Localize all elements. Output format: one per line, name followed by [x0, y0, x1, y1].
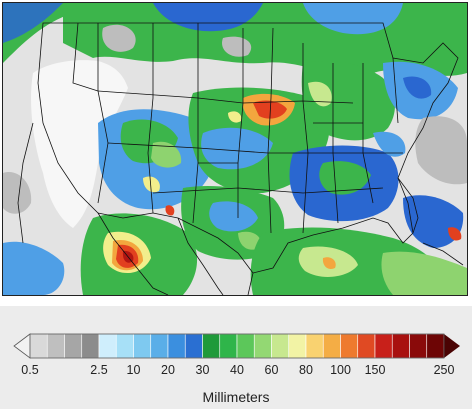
colorbar-bin	[133, 333, 152, 359]
state-borders	[37, 22, 459, 274]
bahamas-red	[448, 227, 462, 241]
great-lakes-precip	[301, 61, 395, 141]
colorbar-bin	[202, 333, 221, 359]
precipitation-map-svg	[3, 3, 467, 295]
colorbar-bin	[357, 333, 376, 359]
southeast-green	[319, 161, 371, 195]
legend-panel: 0.5 2.5 10 20 30 40 60 80 100 150 250 Millimeters	[0, 306, 472, 409]
colorbar-bin	[374, 333, 393, 359]
colorbar-bin	[167, 333, 186, 359]
midwest-yellow	[228, 111, 242, 123]
colorbar-bin	[271, 333, 290, 359]
colorbar-tick-label: 100	[330, 363, 351, 377]
colorbar-tick-label: 60	[264, 363, 279, 377]
colorbar-under-arrow	[13, 333, 31, 359]
colorbar-tick-label: 10	[126, 363, 141, 377]
colorbar-bin	[340, 333, 359, 359]
colorbar-tick-label: 30	[195, 363, 210, 377]
pacific-precip-blue	[3, 3, 63, 43]
us-outline	[37, 22, 459, 274]
atlantic-gray	[415, 116, 467, 185]
northeast-deep	[403, 76, 432, 99]
colorbar-bin	[219, 333, 238, 359]
colorbar-bin	[391, 333, 410, 359]
canada-gray-patches-2	[222, 36, 252, 57]
gulf-orange-spot	[322, 257, 336, 269]
colorbar-over-arrow	[444, 334, 460, 358]
colorbar-bin	[29, 333, 48, 359]
colorbar-frame	[29, 333, 445, 359]
mid-atlantic-blue	[373, 131, 406, 157]
colorbar-tick-label: 150	[364, 363, 386, 377]
precipitation-map	[2, 2, 468, 296]
colorbar-tick-label: 40	[230, 363, 244, 377]
colorbar-bin	[150, 333, 169, 359]
colorbar-bin	[81, 333, 100, 359]
colorbar-tick-label: 80	[299, 363, 313, 377]
colorbar-bin	[409, 333, 428, 359]
great-lakes-light	[308, 81, 332, 107]
rockies-red-spot	[165, 205, 175, 216]
units-label: Millimeters	[202, 389, 270, 405]
colorbar-bin	[305, 333, 324, 359]
plains-blue	[201, 127, 273, 170]
colorbar-bin	[98, 333, 117, 359]
texas-blue	[209, 201, 258, 232]
colorbar-bin	[46, 333, 65, 359]
coastlines	[17, 122, 464, 295]
colorbar-bin	[184, 333, 203, 359]
texas-light-green	[238, 231, 262, 250]
western-dry-area	[31, 60, 128, 229]
caribbean-green	[381, 251, 467, 295]
colorbar-bin	[253, 333, 272, 359]
colorbar-bin	[288, 333, 307, 359]
four-corners-yellow	[143, 176, 160, 193]
colorbar-bin	[426, 333, 445, 359]
bahamas-blue	[403, 195, 464, 248]
rockies-light-green	[151, 141, 182, 168]
colorbar	[13, 333, 460, 359]
colorbar-bin	[115, 333, 134, 359]
colorbar-tick-label: 20	[161, 363, 175, 377]
pacific-south-blue	[3, 241, 65, 295]
colorbar-bin	[322, 333, 341, 359]
colorbar-bin	[64, 333, 83, 359]
canada-blue-2	[303, 3, 403, 35]
colorbar-tick-label: 0.5	[21, 363, 39, 377]
canada-blue-1	[153, 3, 263, 32]
pacific-south-gray	[3, 172, 32, 214]
colorbar-tick-label: 2.5	[90, 363, 108, 377]
colorbar-bin	[236, 333, 255, 359]
canada-gray-patches	[102, 24, 136, 52]
colorbar-tick-label: 250	[433, 363, 455, 377]
